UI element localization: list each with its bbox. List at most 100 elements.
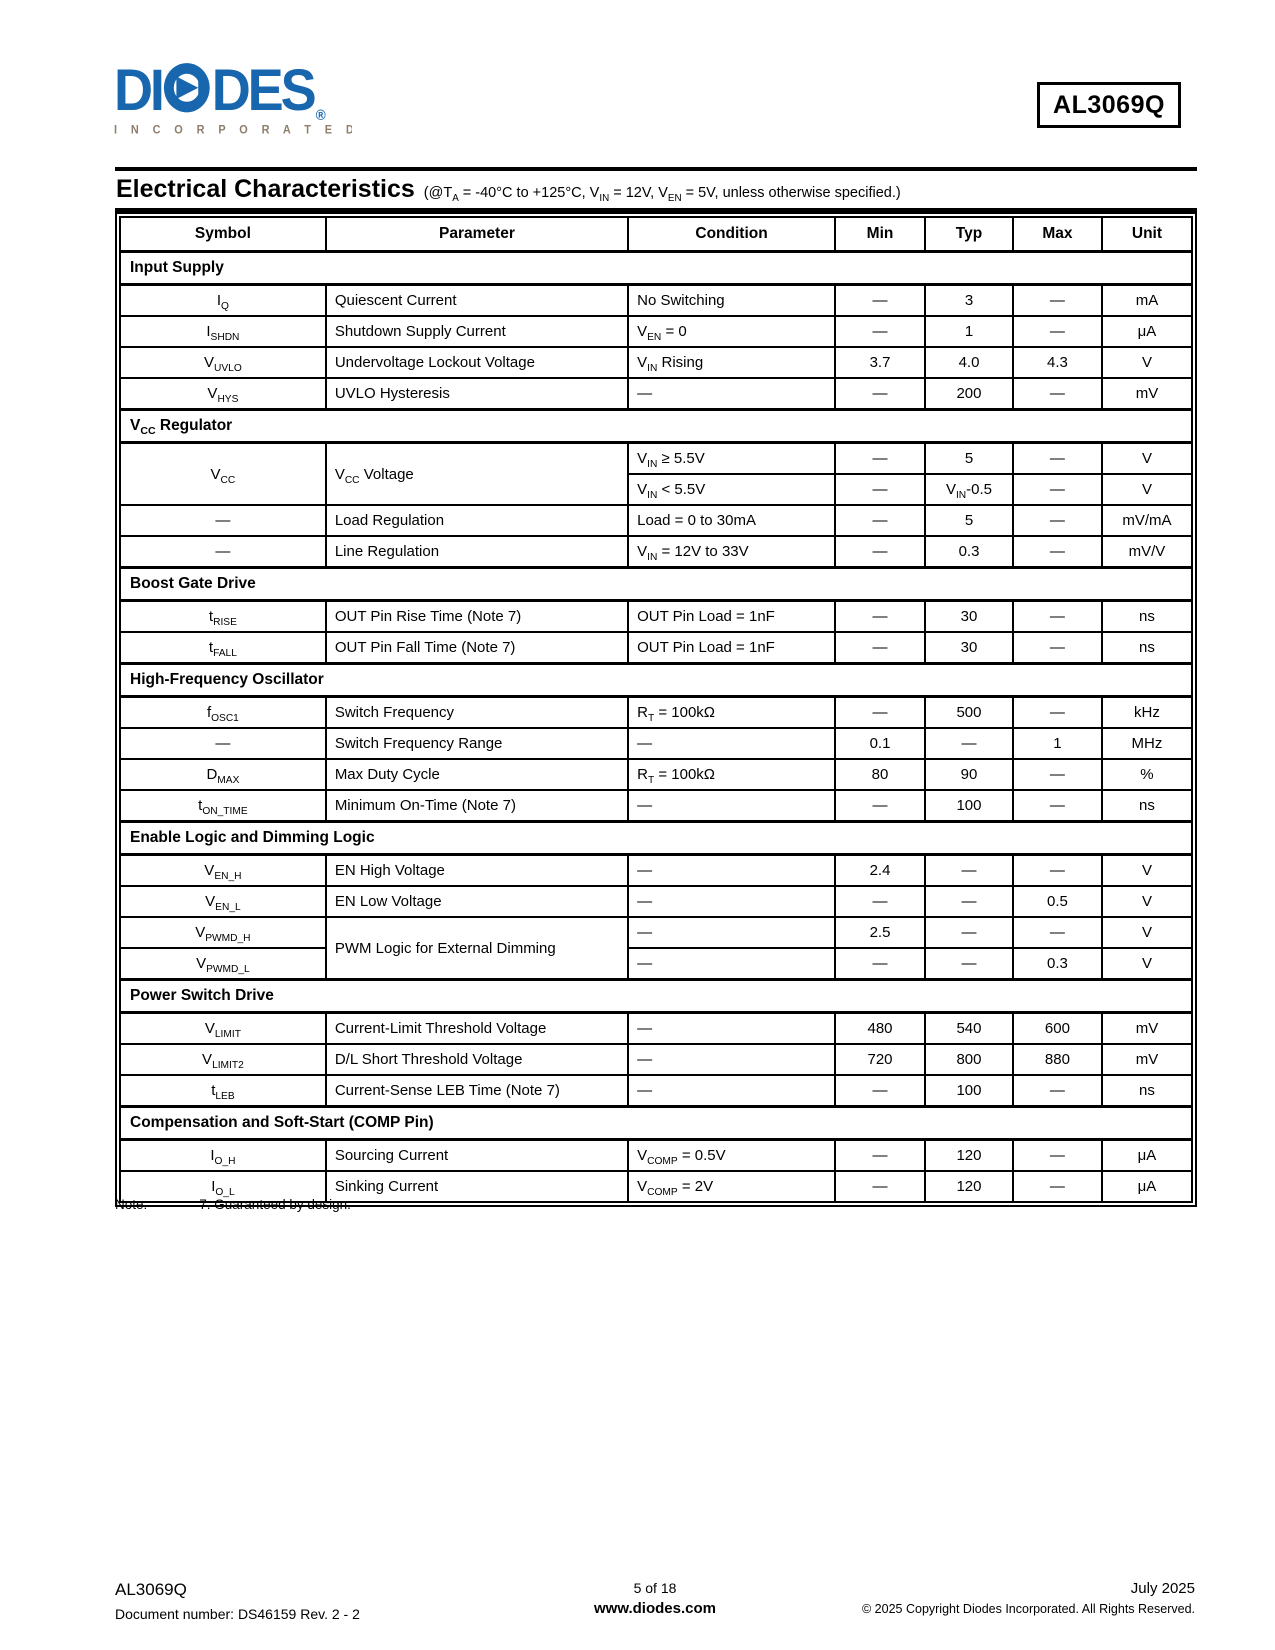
- cell-symbol: tLEB: [119, 1074, 327, 1108]
- section-title: Boost Gate Drive: [119, 566, 1193, 602]
- cell-min: —: [833, 315, 927, 348]
- cell-condition: —: [627, 727, 836, 760]
- table-row: VEN_H EN High Voltage —2.4— — V: [119, 853, 1194, 887]
- cell-min: —: [833, 535, 927, 569]
- cell-parameter: D/L Short Threshold Voltage: [324, 1043, 630, 1076]
- table-row: VUVLO Undervoltage Lockout Voltage VIN Ris…: [119, 346, 1194, 379]
- cell-parameter: Quiescent Current: [324, 283, 630, 317]
- footer-page-number: 5 of 18: [633, 1580, 677, 1596]
- cell-min: —: [833, 631, 927, 665]
- col-header-typ: Typ: [924, 216, 1014, 253]
- section-title: High-Frequency Oscillator: [119, 662, 1193, 698]
- cell-symbol: VCC: [119, 441, 327, 506]
- col-header-symbol: Symbol: [119, 216, 327, 253]
- table-row: IO_H Sourcing Current VCOMP = 0.5V —120— μA: [119, 1138, 1194, 1172]
- cell-max: —: [1011, 631, 1103, 665]
- cell-typ: 120: [924, 1170, 1014, 1203]
- cell-symbol: tRISE: [119, 599, 327, 633]
- title-conditions: (@TA = -40°C to +125°C, VIN = 12V, VEN =…: [423, 185, 901, 204]
- col-header-condition: Condition: [627, 216, 836, 253]
- cell-symbol: DMAX: [119, 758, 327, 791]
- cell-max: 4.3: [1011, 346, 1103, 379]
- cell-condition: —: [627, 789, 836, 823]
- cell-parameter: Switch Frequency Range: [324, 727, 630, 760]
- cell-max: —: [1011, 599, 1103, 633]
- table-row: — Load Regulation Load = 0 to 30mA —5— mV/mA: [119, 504, 1194, 537]
- table-row: IQ Quiescent Current No Switching —3— mA: [119, 283, 1194, 317]
- cell-symbol: IO_L: [119, 1170, 327, 1203]
- cell-parameter: Current-Sense LEB Time (Note 7): [324, 1074, 630, 1108]
- cell-typ: 540: [924, 1011, 1014, 1045]
- title-rule-bottom: [115, 208, 1197, 212]
- cell-min: 3.7: [833, 346, 927, 379]
- cell-condition: VCOMP = 2V: [627, 1170, 836, 1203]
- note: Note: 7. Guaranteed by design.: [115, 1197, 351, 1212]
- cell-typ: 5: [924, 441, 1014, 475]
- cell-unit: MHz: [1100, 727, 1194, 760]
- cell-min: —: [833, 885, 927, 918]
- cell-symbol: tON_TIME: [119, 789, 327, 823]
- cell-condition: —: [627, 1043, 836, 1076]
- cell-typ: 4.0: [924, 346, 1014, 379]
- cell-unit: V: [1100, 441, 1194, 475]
- footer-document-number: Document number: DS46159 Rev. 2 - 2: [115, 1606, 360, 1622]
- cell-typ: VIN-0.5: [924, 473, 1014, 506]
- table-header-row: Symbol Parameter Condition Min Typ Max U…: [119, 216, 1194, 253]
- cell-unit: ns: [1100, 789, 1194, 823]
- cell-max: —: [1011, 789, 1103, 823]
- cell-unit: V: [1100, 346, 1194, 379]
- cell-symbol: VUVLO: [119, 346, 327, 379]
- part-number-text: AL3069Q: [1053, 90, 1165, 119]
- cell-typ: 30: [924, 599, 1014, 633]
- cell-symbol: —: [119, 535, 327, 569]
- section-title: Power Switch Drive: [119, 978, 1193, 1014]
- table-row: VLIMIT Current-Limit Threshold Voltage —48…: [119, 1011, 1194, 1045]
- cell-symbol: IO_H: [119, 1138, 327, 1172]
- cell-min: —: [833, 1170, 927, 1203]
- section-title: VCC Regulator: [119, 408, 1193, 444]
- cell-min: —: [833, 1074, 927, 1108]
- cell-unit: mA: [1100, 283, 1194, 317]
- cell-symbol: VEN_H: [119, 853, 327, 887]
- cell-min: —: [833, 473, 927, 506]
- table-row: ISHDN Shutdown Supply Current VEN = 0—1— μA: [119, 315, 1194, 348]
- section-title: Enable Logic and Dimming Logic: [119, 820, 1193, 856]
- cell-min: —: [833, 377, 927, 411]
- ec-table-body: Input Supply IQ Quiescent Current No Switch…: [119, 250, 1194, 1203]
- cell-parameter: Switch Frequency: [324, 695, 630, 729]
- cell-typ: 0.3: [924, 535, 1014, 569]
- note-label: Note:: [115, 1197, 148, 1212]
- cell-typ: 1: [924, 315, 1014, 348]
- cell-condition: —: [627, 916, 836, 949]
- cell-max: —: [1011, 853, 1103, 887]
- cell-condition: —: [627, 853, 836, 887]
- cell-min: —: [833, 1138, 927, 1172]
- cell-condition: RT = 100kΩ: [627, 695, 836, 729]
- cell-typ: 100: [924, 1074, 1014, 1108]
- cell-max: 1: [1011, 727, 1103, 760]
- cell-symbol: VPWMD_H: [119, 916, 327, 949]
- cell-unit: V: [1100, 947, 1194, 981]
- cell-parameter: VCC Voltage: [324, 441, 630, 506]
- cell-parameter: Current-Limit Threshold Voltage: [324, 1011, 630, 1045]
- table-row: VHYS UVLO Hysteresis — —200— mV: [119, 377, 1194, 411]
- logo-text-di: DI: [114, 58, 162, 123]
- footer-part-number: AL3069Q: [115, 1580, 187, 1599]
- cell-max: —: [1011, 916, 1103, 949]
- cell-unit: V: [1100, 853, 1194, 887]
- footer-website-link[interactable]: www.diodes.com: [594, 1600, 716, 1617]
- table-row: IO_L Sinking Current VCOMP = 2V —120— μA: [119, 1170, 1194, 1203]
- title-rule-top: [115, 167, 1197, 171]
- table-row: tFALL OUT Pin Fall Time (Note 7) OUT Pin L…: [119, 631, 1194, 665]
- cell-typ: 30: [924, 631, 1014, 665]
- table-row: VEN_L EN Low Voltage — — —0.5 V: [119, 885, 1194, 918]
- footer-center: 5 of 18 www.diodes.com: [115, 1580, 1195, 1617]
- section-row: Input Supply: [119, 250, 1193, 286]
- cell-max: 880: [1011, 1043, 1103, 1076]
- cell-unit: ns: [1100, 631, 1194, 665]
- cell-parameter: EN High Voltage: [324, 853, 630, 887]
- cell-unit: V: [1100, 473, 1194, 506]
- cell-symbol: fOSC1: [119, 695, 327, 729]
- footer-left: AL3069Q Document number: DS46159 Rev. 2 …: [115, 1580, 360, 1622]
- cell-parameter: EN Low Voltage: [324, 885, 630, 918]
